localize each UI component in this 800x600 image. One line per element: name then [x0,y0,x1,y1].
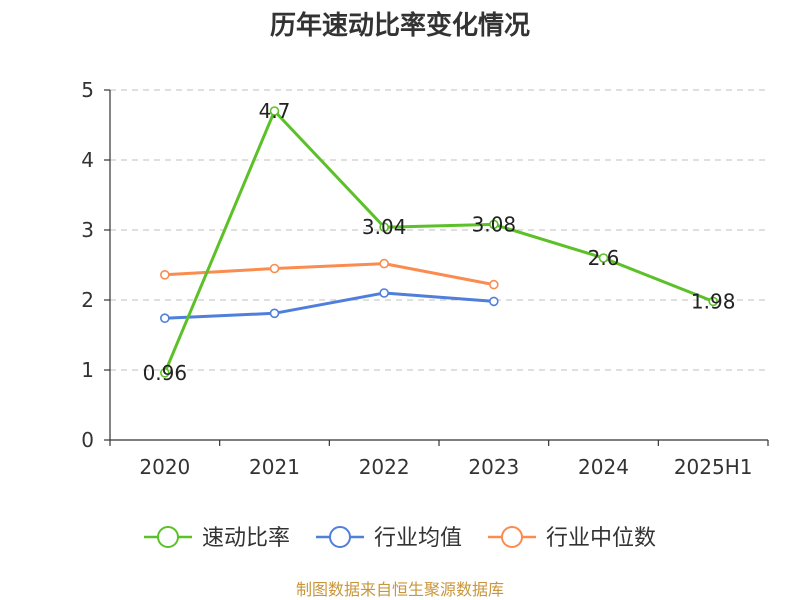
legend-item[interactable]: 行业中位数 [488,526,656,551]
x-tick-label: 2024 [578,455,629,479]
legend-item[interactable]: 行业均值 [316,526,462,551]
x-tick-label: 2022 [359,455,410,479]
data-point [598,253,609,263]
data-point [489,219,499,230]
data-point [160,367,170,378]
data-point [269,308,280,319]
data-label: 3.04 [362,215,407,239]
data-label: 3.08 [472,212,517,236]
legend-item[interactable]: 速动比率 [144,526,290,551]
data-point [269,106,280,116]
series-line [164,262,495,287]
series-line [163,109,714,374]
data-point [160,313,170,324]
data-point [489,279,499,290]
data-point [379,288,389,298]
legend-label: 速动比率 [202,526,290,551]
y-tick-label: 3 [81,218,94,242]
legend-marker-icon [329,526,351,548]
y-tick-label: 0 [81,428,94,452]
y-tick-label: 5 [81,78,94,102]
data-point [489,296,499,307]
data-label: 1.98 [691,289,736,313]
axes: 0 1 2 3 4 5 2020 2021 2022 2023 2024 2025H1 [81,78,769,479]
legend-label: 行业中位数 [546,526,656,551]
data-label: 0.96 [143,361,188,385]
data-point [269,263,280,274]
series [160,106,718,378]
legend-marker-icon [157,526,179,548]
data-point [379,222,389,232]
y-tick-label: 2 [81,288,94,312]
data-labels: 0.96 4.7 3.04 3.08 2.6 1.98 [143,99,736,385]
legend-marker-icon [501,526,523,548]
series-line [164,291,494,320]
data-label: 4.7 [259,99,291,123]
x-tick-label: 2025H1 [674,455,753,479]
data-label: 2.6 [588,246,620,270]
y-tick-label: 1 [81,358,94,382]
x-tick-label: 2020 [139,455,190,479]
data-point [379,258,389,269]
legend-label: 行业均值 [374,526,462,551]
data-point [160,269,170,280]
legend[interactable]: 速动比率 行业均值 行业中位数 [144,526,656,551]
y-tick-label: 4 [81,148,94,172]
x-tick-label: 2023 [468,455,519,479]
chart-title: 历年速动比率变化情况 [270,10,530,41]
data-point [708,296,718,307]
x-tick-label: 2021 [249,455,300,479]
source-note: 制图数据来自恒生聚源数据库 [296,580,504,599]
grid [110,89,768,371]
